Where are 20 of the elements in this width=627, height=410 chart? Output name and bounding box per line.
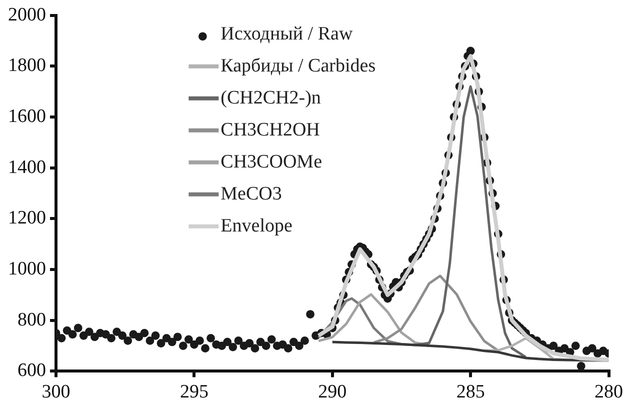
y-tick-label: 1800 — [8, 55, 46, 76]
legend-label: Исходный / Raw — [220, 23, 353, 44]
y-tick-label: 1200 — [8, 208, 46, 229]
x-tick-label: 280 — [594, 382, 623, 403]
legend-label: MeCO3 — [220, 183, 282, 204]
legend-label: CH3COOMe — [220, 151, 322, 172]
y-tick-label: 1000 — [8, 258, 46, 280]
x-tick-label: 285 — [456, 382, 485, 403]
y-tick-label: 1400 — [8, 156, 46, 178]
x-tick-label: 295 — [180, 382, 208, 403]
y-tick-label: 2000 — [8, 4, 46, 26]
y-tick-label: 600 — [18, 360, 46, 382]
y-tick-label: 1600 — [8, 106, 46, 128]
legend-label: Карбиды / Carbides — [220, 55, 376, 76]
x-tick-label: 290 — [318, 382, 347, 403]
x-tick-label: 300 — [42, 382, 70, 403]
legend-label: (CH2CH2-)n — [220, 87, 322, 108]
y-tick-label: 800 — [18, 309, 46, 330]
legend-label: Envelope — [220, 215, 292, 236]
legend-label: CH3CH2OH — [220, 119, 320, 140]
